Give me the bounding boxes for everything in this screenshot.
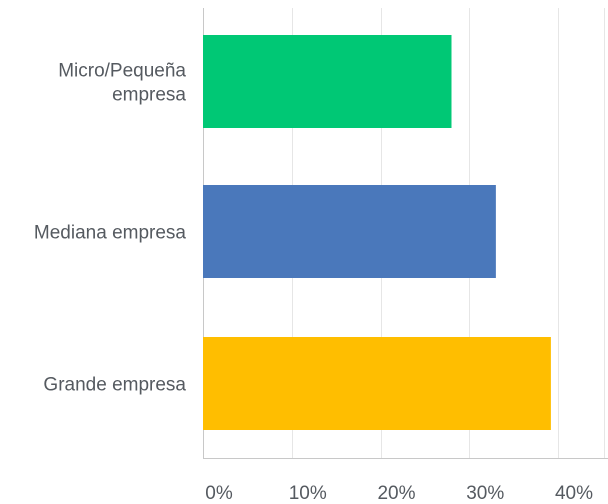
category-label-1: Micro/Pequeña empresa: [58, 61, 186, 106]
category-labels: Micro/Pequeña empresa Mediana empresa Grand…: [34, 61, 187, 396]
x-tick-label-40: 40%: [555, 483, 593, 504]
category-label-3: Grande empresa: [43, 375, 186, 396]
x-tick-labels: 0% 10% 20% 30% 40%: [205, 483, 593, 504]
x-tick-label-30: 30%: [466, 483, 504, 504]
bar-2[interactable]: [203, 185, 496, 278]
x-tick-label-10: 10%: [289, 483, 327, 504]
x-tick-label-0: 0%: [205, 483, 233, 504]
bar-3[interactable]: [203, 337, 551, 430]
category-label-2: Mediana empresa: [34, 223, 187, 244]
x-tick-label-20: 20%: [377, 483, 415, 504]
bar-1[interactable]: [203, 35, 452, 128]
bars: [203, 35, 551, 430]
